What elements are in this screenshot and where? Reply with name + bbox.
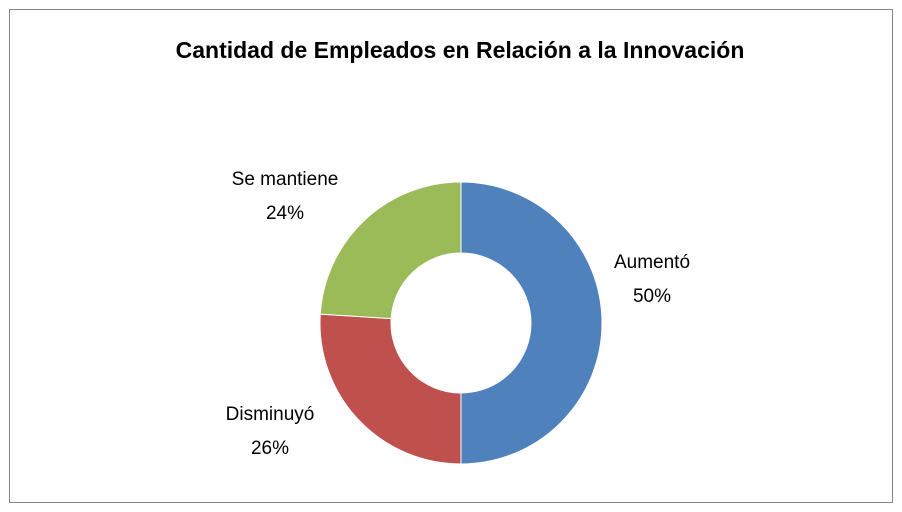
donut-slice [319, 181, 462, 320]
slice-value-label: 26% [251, 438, 289, 459]
chart-title: Cantidad de Empleados en Relación a la I… [176, 37, 745, 63]
donut-slice [460, 181, 603, 465]
donut-slice [319, 313, 462, 465]
slice-value-label: 24% [266, 203, 304, 224]
slice-label: Se mantiene [232, 169, 339, 190]
slice-label: Aumentó [614, 252, 690, 273]
slice-label: Disminuyó [226, 404, 315, 425]
slice-value-label: 50% [633, 286, 671, 307]
